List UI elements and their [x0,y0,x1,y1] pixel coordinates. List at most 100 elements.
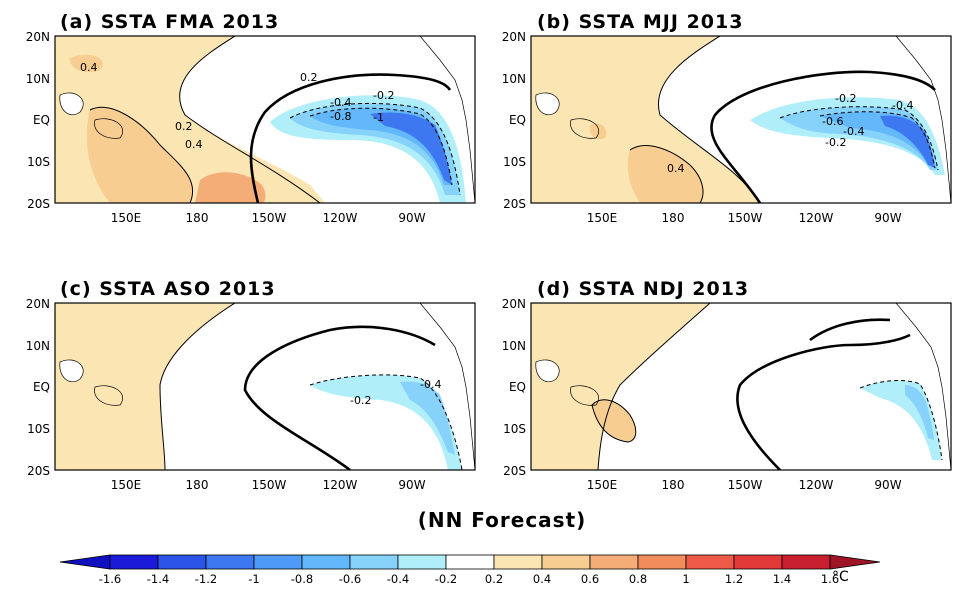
land-americas [419,36,475,203]
colorbar-swatch [157,554,207,570]
lon-tick: 120W [323,478,358,492]
lon-tick: 180 [186,478,209,492]
anomaly-warm-0.4-west [589,123,607,140]
colorbar-unit: °C [832,569,849,585]
anomaly-warm-0.2 [531,36,760,203]
lat-tick: 10S [27,155,50,169]
land-new-guinea [94,385,123,406]
colorbar-tick-label: 1.6 [821,572,839,586]
land-maritime [535,359,560,383]
land-americas [895,303,951,470]
lat-tick: 20S [27,197,50,211]
lon-tick: 120W [799,478,834,492]
colorbar-tick-label: -0.6 [339,572,361,586]
zero-contour [736,333,911,470]
colorbar-swatch [781,554,831,570]
colorbar-tick-label: -1 [248,572,259,586]
contour-neg [779,106,939,171]
lon-tick: 180 [662,478,685,492]
colorbar-tick-label: -0.8 [291,572,313,586]
anomaly-warm-0.2 [531,303,710,470]
colorbar-swatch [685,554,735,570]
anomaly-warm-0.4 [627,145,703,203]
colorbar-swatch [205,554,255,570]
anomaly-cold-1.0 [370,112,452,185]
colorbar-under-triangle [59,554,111,570]
land-new-guinea [570,385,599,406]
lat-tick: EQ [33,380,50,394]
lat-tick: 10S [27,422,50,436]
contour-label: -1 [373,111,384,124]
contour-0.2 [657,36,761,203]
contour-label: -0.8 [330,110,351,123]
land-new-guinea [94,118,123,139]
contour-label: -0.2 [835,92,856,105]
colorbar-swatch [349,554,399,570]
lon-tick: 90W [398,211,425,225]
panel-a-frame [54,35,476,204]
colorbar-swatch [541,554,591,570]
lat-tick: EQ [509,113,526,127]
lat-tick: 10N [26,72,50,86]
lon-tick: 150E [587,211,618,225]
contour-neg [289,102,461,196]
lat-tick: EQ [33,113,50,127]
panel-b: (b) SSTA MJJ 2013 -0.2 -0.4 -0.6 -0.4 -0… [502,11,952,225]
lat-tick: 20N [502,297,526,311]
land-maritime [59,92,84,116]
colorbar-swatch [301,554,351,570]
lat-tick: 10S [503,422,526,436]
lon-tick: 120W [323,211,358,225]
colorbar-tick-label: 1.2 [725,572,743,586]
panel-d-title: (d) SSTA NDJ 2013 [537,278,749,300]
land-americas [419,303,475,470]
contour-label: 0.4 [80,61,98,74]
panel-d: (d) SSTA NDJ 2013 20N 10N EQ 10S 20S 150… [502,278,952,492]
colorbar-tick-label: 1.4 [773,572,791,586]
contour-label: 0.2 [175,120,193,133]
lon-tick: 150E [111,211,142,225]
lat-tick: 20S [503,464,526,478]
contour-0.2 [159,303,236,470]
contour-label: 0.2 [300,71,318,84]
anomaly-warm-0.2 [55,303,235,470]
colorbar-tick-label: 0.8 [629,572,647,586]
land-maritime [59,359,84,383]
colorbar-tick-label: -0.2 [435,572,457,586]
contour-0.4 [89,106,194,203]
colorbar-tick-label: -1.2 [195,572,217,586]
panel-c-title: (c) SSTA ASO 2013 [60,278,276,300]
lon-tick: 120W [799,211,834,225]
colorbar-over-triangle [829,554,881,570]
lat-tick: 10S [503,155,526,169]
lat-tick: 20N [26,30,50,44]
panel-c-frame [54,302,476,471]
land-new-guinea [570,118,599,139]
contour-0.4 [591,399,637,443]
lat-tick: 10N [502,339,526,353]
land-americas [895,36,951,203]
zero-contour [710,70,936,203]
contour-neg-2 [309,107,453,186]
panel-d-frame [530,302,952,471]
colorbar: -1.6 -1.4 -1.2 -1 -0.8 -0.6 -0.4 -0.2 0.2 0.4 0.6 0… [59,554,881,586]
figure-subtitle: (NN Forecast) [418,508,587,532]
lon-tick: 180 [662,211,685,225]
contour-neg [309,374,463,470]
lon-tick: 90W [874,211,901,225]
contour-neg-2 [819,111,936,169]
zero-contour [243,325,436,470]
panel-b-title: (b) SSTA MJJ 2013 [537,11,743,33]
colorbar-tick-label: 0.6 [581,572,599,586]
lon-tick: 150W [728,478,763,492]
panel-b-map [531,36,951,203]
contour-label: 0.4 [667,162,685,175]
lon-tick: 90W [398,478,425,492]
lat-tick: 20S [503,197,526,211]
contour-neg [859,380,943,461]
colorbar-tick-label: 0.2 [485,572,503,586]
zero-contour-north [809,318,891,342]
colorbar-tick-label: -0.4 [387,572,409,586]
contour-0.4 [629,145,704,203]
